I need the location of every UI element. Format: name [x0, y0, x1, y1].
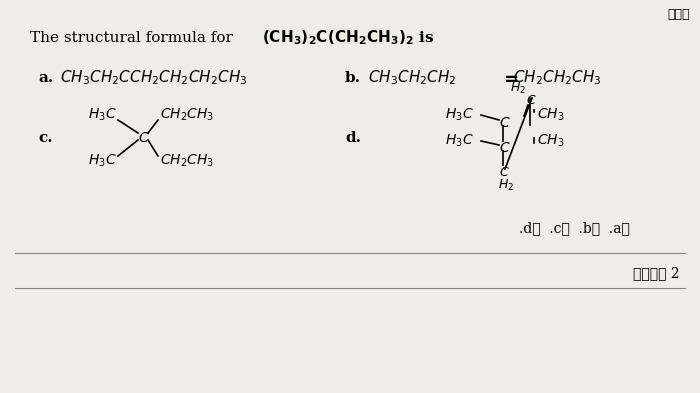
Text: $CH_2CH_3$: $CH_2CH_3$ — [160, 153, 214, 169]
Text: b.: b. — [345, 71, 361, 85]
Text: $H_3C$: $H_3C$ — [445, 133, 474, 149]
Text: .d☐  .c☐  .b☐  .a☐: .d☐ .c☐ .b☐ .a☐ — [519, 221, 630, 235]
Text: $C$: $C$ — [138, 131, 150, 145]
Text: $H_2$: $H_2$ — [510, 81, 526, 95]
Text: d.: d. — [345, 131, 361, 145]
Text: $CH_3$: $CH_3$ — [537, 107, 564, 123]
Text: $CH_2CH_2CH_3$: $CH_2CH_2CH_3$ — [513, 69, 602, 87]
Text: $H_3C$: $H_3C$ — [88, 107, 117, 123]
Text: $C$: $C$ — [499, 167, 510, 180]
Text: $C$: $C$ — [526, 94, 537, 108]
Text: The structural formula for: The structural formula for — [30, 31, 238, 45]
Text: c.: c. — [38, 131, 52, 145]
Text: $\mathbf{(CH_3)_2C(CH_2CH_3)_2}$ is: $\mathbf{(CH_3)_2C(CH_2CH_3)_2}$ is — [262, 29, 434, 47]
Text: $CH_3$: $CH_3$ — [537, 133, 564, 149]
Text: $CH_3CH_2CCH_2CH_2CH_2CH_3$: $CH_3CH_2CCH_2CH_2CH_2CH_3$ — [60, 69, 247, 87]
Text: ـول: ـول — [668, 8, 690, 21]
Text: $CH_2CH_3$: $CH_2CH_3$ — [160, 107, 214, 123]
Text: $C$: $C$ — [499, 141, 510, 155]
Text: $CH_3CH_2CH_2$: $CH_3CH_2CH_2$ — [368, 69, 456, 87]
Text: $H_2$: $H_2$ — [498, 178, 514, 193]
Text: $\mathbf{=}$: $\mathbf{=}$ — [500, 69, 519, 87]
Text: سؤال 2: سؤال 2 — [634, 266, 680, 280]
Text: $H_3C$: $H_3C$ — [88, 153, 117, 169]
Text: a.: a. — [38, 71, 53, 85]
Text: $H_3C$: $H_3C$ — [445, 107, 474, 123]
Text: $C$: $C$ — [499, 116, 510, 130]
